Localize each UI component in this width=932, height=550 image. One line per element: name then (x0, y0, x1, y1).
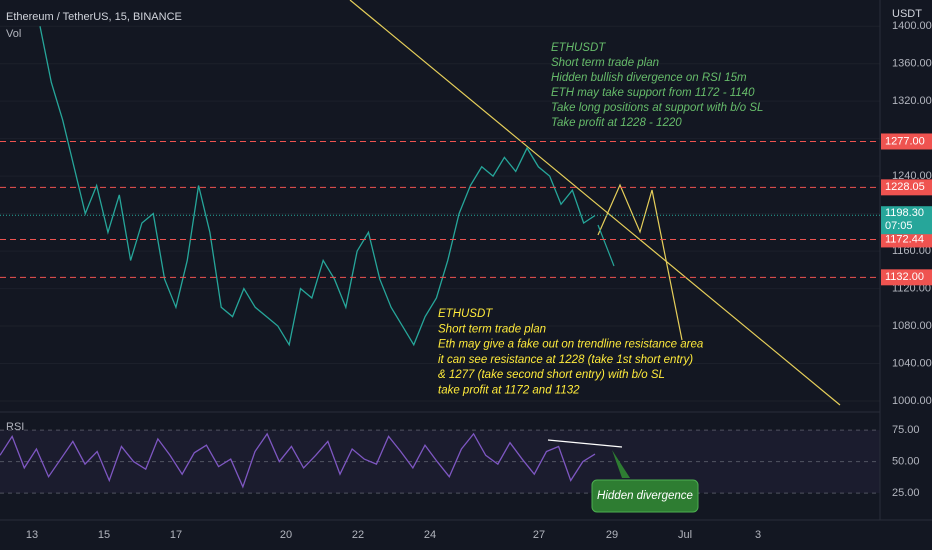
x-tick-label: 3 (755, 529, 761, 541)
y-tick-label: 1040.00 (892, 357, 932, 369)
y-tick-label: 1080.00 (892, 320, 932, 332)
level-tag (881, 269, 932, 286)
level-label: 1228.05 (885, 181, 925, 193)
y-tick-label: 25.00 (892, 487, 920, 499)
long-plan-line: Hidden bullish divergence on RSI 15m (551, 72, 747, 84)
currency-label: USDT (892, 8, 922, 20)
level-label: 1132.00 (885, 271, 924, 283)
level-label: 1277.00 (885, 135, 925, 147)
long-plan-line: Short term trade plan (551, 57, 659, 69)
short-plan-line: ETHUSDT (438, 308, 493, 320)
short-plan-line: Short term trade plan (438, 323, 546, 335)
y-tick-label: 50.00 (892, 455, 920, 467)
volume-label: Vol (6, 28, 21, 40)
rsi-label: RSI (6, 421, 24, 433)
symbol-title: Ethereum / TetherUS, 15, BINANCE (6, 11, 182, 23)
x-tick-label: 27 (533, 529, 545, 541)
x-tick-label: 20 (280, 529, 292, 541)
callout-pointer (612, 450, 630, 478)
x-tick-label: 15 (98, 529, 110, 541)
short-plan-line: it can see resistance at 1228 (take 1st … (438, 354, 693, 366)
y-tick-label: 1320.00 (892, 95, 932, 107)
long-plan-line: ETH may take support from 1172 - 1140 (551, 87, 755, 99)
projection-path (597, 183, 683, 341)
divergence-line (547, 439, 623, 448)
trendline (349, 0, 841, 406)
long-plan-line: Take profit at 1228 - 1220 (551, 117, 682, 129)
y-tick-label: 1360.00 (892, 58, 932, 70)
y-tick-label: 1400.00 (892, 20, 932, 32)
short-plan-line: Eth may give a fake out on trendline res… (438, 339, 703, 351)
x-tick-label: 13 (26, 529, 38, 541)
x-tick-label: 22 (352, 529, 364, 541)
callout-box (591, 479, 699, 513)
y-tick-label: 1240.00 (892, 170, 932, 182)
short-plan-line: & 1277 (take second short entry) with b/… (438, 369, 665, 381)
x-tick-label: 24 (424, 529, 436, 541)
y-tick-label: 1120.00 (892, 282, 931, 294)
y-tick-label: 1160.00 (892, 245, 931, 257)
level-tag (881, 231, 932, 248)
long-plan-line: ETHUSDT (551, 42, 606, 54)
series-line (0, 432, 596, 489)
long-plan-line: Take long positions at support with b/o … (551, 102, 763, 114)
short-plan-line: take profit at 1172 and 1132 (438, 385, 580, 397)
level-label: 1172.44 (885, 233, 924, 245)
x-tick-label: 29 (606, 529, 618, 541)
y-tick-label: 1000.00 (892, 395, 932, 407)
projection-arrow (597, 224, 615, 267)
y-tick-label: 75.00 (892, 424, 920, 436)
x-tick-label: 17 (170, 529, 182, 541)
level-tag (881, 179, 932, 196)
countdown-label: 07:05 (885, 220, 913, 232)
current-price-label: 1198.30 (885, 207, 924, 219)
callout-text: Hidden divergence (597, 490, 693, 502)
level-tag (881, 133, 932, 150)
series-line (39, 26, 596, 347)
current-price-tag (881, 206, 932, 235)
x-tick-label: Jul (678, 529, 692, 541)
